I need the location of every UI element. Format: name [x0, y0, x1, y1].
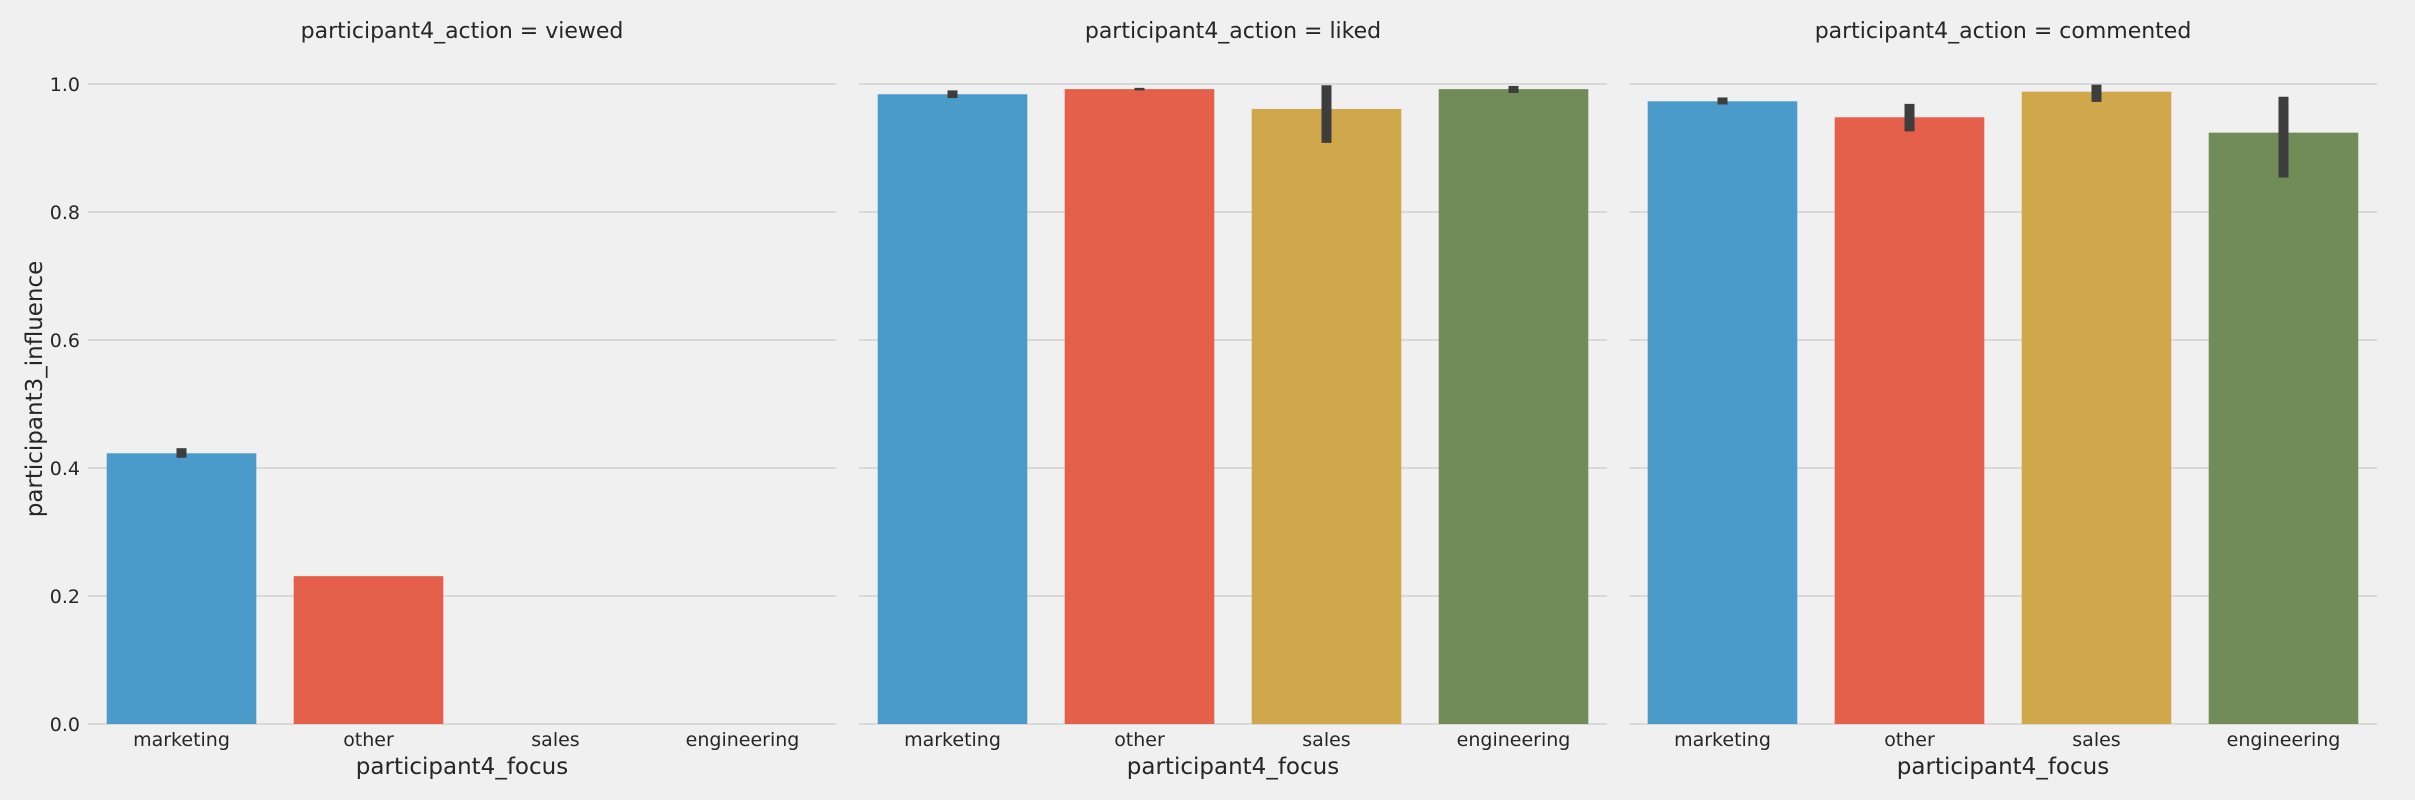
x-tick-label: marketing — [904, 729, 1001, 751]
y-tick-label: 0.8 — [50, 202, 80, 224]
panel-title: participant4_action = commented — [1815, 19, 2192, 44]
y-tick-label: 1.0 — [50, 74, 80, 96]
x-tick-label: sales — [2072, 729, 2120, 751]
bar-marketing — [1647, 101, 1798, 724]
panel-title: participant4_action = liked — [1085, 19, 1381, 44]
bar-sales — [2021, 91, 2172, 725]
x-axis-label: participant4_focus — [1897, 754, 2109, 780]
y-tick-label: 0.0 — [50, 714, 80, 736]
x-tick-label: engineering — [686, 729, 800, 751]
x-axis-label: participant4_focus — [1127, 754, 1339, 780]
y-axis-label: participant3_influence — [22, 261, 48, 518]
bar-engineering — [2208, 132, 2359, 724]
panel-2: participant4_action = liked marketing othe… — [859, 19, 1607, 780]
bar-sales — [1251, 108, 1402, 724]
y-tick-label: 0.2 — [50, 586, 80, 608]
x-tick-label: other — [1884, 729, 1935, 751]
y-tick-label: 0.4 — [50, 458, 80, 480]
x-tick-label: other — [343, 729, 394, 751]
x-tick-label: sales — [531, 729, 579, 751]
bar-marketing — [106, 453, 257, 724]
x-tick-label: engineering — [1457, 729, 1571, 751]
y-tick-label: 0.6 — [50, 330, 80, 352]
x-tick-label: other — [1114, 729, 1165, 751]
x-tick-label: sales — [1302, 729, 1350, 751]
x-tick-label: engineering — [2227, 729, 2341, 751]
panel-title: participant4_action = viewed — [301, 19, 624, 44]
bar-other — [1064, 89, 1215, 725]
x-tick-label: marketing — [1674, 729, 1771, 751]
panel-1: 0.0 0.2 0.4 0.6 0.8 1.0 participant4_action = … — [50, 19, 836, 780]
panel-3: participant4_action = commented marketing… — [1629, 19, 2377, 780]
bar-other — [1834, 117, 1985, 724]
x-tick-label: marketing — [133, 729, 230, 751]
bar-marketing — [877, 94, 1028, 725]
x-axis-label: participant4_focus — [356, 754, 568, 780]
bar-other — [293, 576, 444, 724]
bar-engineering — [1438, 89, 1589, 725]
